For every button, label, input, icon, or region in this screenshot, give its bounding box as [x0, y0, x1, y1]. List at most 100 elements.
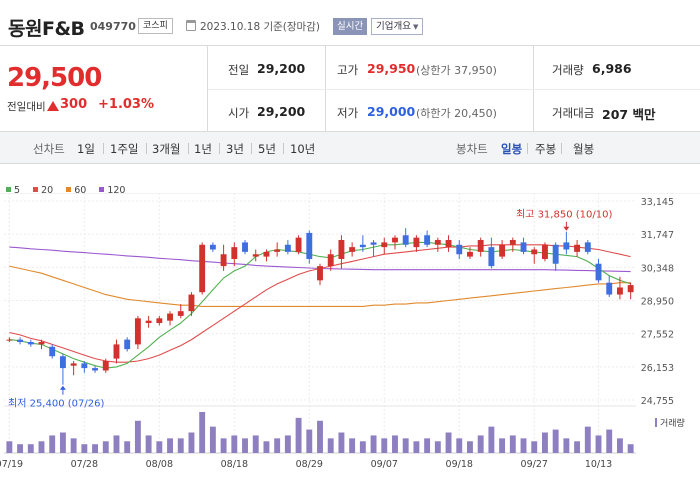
volume-legend-label: 거래량 — [660, 419, 685, 429]
price-chart[interactable]: 33,145 31,747 30,348 28,950 27,552 26,153 24,7… — [0, 193, 700, 490]
low-value: 29,000 — [367, 104, 416, 119]
company-info-label: 기업개요 — [376, 21, 411, 32]
candle-body — [59, 356, 66, 369]
x-tick-label: 08/08 — [146, 459, 173, 470]
candle-body — [488, 247, 495, 267]
volume-bar — [531, 441, 538, 453]
date-text: 2023.10.18 기준(장마감) — [200, 21, 320, 33]
stock-code: 049770 — [90, 20, 136, 33]
tab-monthly[interactable]: 월봉 — [573, 142, 595, 156]
candle-body — [542, 244, 548, 259]
volume-bar — [295, 417, 302, 453]
ma-legend: 5 20 60 120 — [6, 185, 135, 196]
divider — [219, 143, 220, 154]
legend-swatch — [66, 187, 72, 192]
candle-body — [177, 311, 184, 316]
y-tick-label: 31,747 — [641, 230, 674, 241]
volume-bar — [509, 435, 516, 453]
volume-bar — [574, 441, 581, 453]
candle-body — [295, 237, 302, 252]
x-tick-label: 10/13 — [585, 459, 612, 470]
volume-bar — [306, 429, 313, 453]
realtime-button[interactable]: 실시간 — [333, 18, 368, 35]
volume-bar — [199, 412, 206, 453]
market-badge: 코스피 — [138, 18, 173, 34]
volume-bar — [177, 438, 184, 453]
high-label: 고가 — [337, 63, 359, 77]
legend-swatch — [655, 418, 657, 427]
candle-body — [124, 339, 131, 350]
low-label: 저가 — [337, 106, 359, 120]
chart-tab-bar: 선차트 1일 1주일 3개월 1년 3년 5년 10년 봉차트 일봉 주봉 월봉 — [0, 132, 700, 164]
x-tick-label: 07/28 — [71, 459, 98, 470]
tab-weekly[interactable]: 주봉 — [535, 142, 557, 156]
volume-bar — [124, 441, 131, 453]
legend-label: 120 — [107, 185, 126, 196]
change-value: 300 — [60, 97, 88, 112]
volume-bar — [27, 444, 34, 453]
candle-body — [381, 242, 388, 248]
volume-bar — [188, 432, 195, 453]
volume-bar — [563, 438, 570, 453]
volume-bar — [284, 435, 291, 453]
divider — [251, 143, 252, 154]
candle-body — [370, 242, 377, 245]
x-tick-label: 08/29 — [296, 459, 323, 470]
volume-legend: 거래량 — [655, 416, 685, 429]
tab-1week[interactable]: 1주일 — [110, 142, 139, 156]
candle-body — [595, 263, 602, 281]
legend-item-ma120: 120 — [99, 185, 125, 196]
y-tick-label: 28,950 — [641, 297, 674, 308]
candle-body — [252, 254, 259, 257]
company-info-dropdown[interactable]: 기업개요 ▼ — [371, 18, 424, 35]
tab-5years[interactable]: 5년 — [258, 142, 276, 156]
tab-1year[interactable]: 1년 — [194, 142, 212, 156]
volume-bar — [92, 444, 98, 453]
tab-daily[interactable]: 일봉 — [501, 142, 523, 156]
candle-body — [274, 249, 281, 252]
candle-body — [70, 363, 77, 366]
ma-line-5 — [9, 241, 631, 369]
volume-bar — [467, 441, 473, 453]
x-tick-label: 09/18 — [446, 459, 473, 470]
candle-body — [338, 240, 345, 259]
legend-item-ma20: 20 — [33, 185, 53, 196]
current-price: 29,500 — [7, 63, 102, 93]
tab-1day[interactable]: 1일 — [77, 142, 95, 156]
tab-candle-chart[interactable]: 봉차트 — [456, 142, 488, 156]
volume-bar — [616, 438, 623, 453]
volume-bar — [327, 438, 334, 453]
high-value: 29,950 — [367, 61, 416, 76]
candle-body — [563, 242, 570, 250]
divider — [103, 143, 104, 154]
candle-body — [584, 242, 591, 252]
candle-body — [284, 244, 291, 252]
low-annotation: 최저 25,400 (07/26) — [8, 398, 104, 410]
tab-3months[interactable]: 3개월 — [152, 142, 181, 156]
divider — [146, 143, 147, 154]
candle-body — [188, 294, 195, 312]
y-tick-label: 33,145 — [641, 197, 674, 208]
volume-bar — [359, 441, 366, 453]
volume-bar — [606, 429, 613, 453]
candle-body — [6, 339, 13, 341]
candle-body — [445, 240, 452, 248]
volume-bar — [145, 435, 152, 453]
x-tick-label: 07/19 — [0, 459, 23, 470]
volume-bar — [231, 435, 238, 453]
candle-body — [349, 247, 356, 252]
tab-line-chart[interactable]: 선차트 — [33, 142, 65, 156]
candle-body — [242, 242, 248, 252]
upper-limit: (상한가 37,950) — [416, 64, 497, 77]
volume-bar — [392, 435, 398, 453]
candle-body — [263, 251, 270, 257]
prev-close-value: 29,200 — [257, 61, 306, 76]
candle-body — [392, 237, 398, 243]
tab-3years[interactable]: 3년 — [226, 142, 244, 156]
candle-body — [456, 244, 463, 255]
tab-10years[interactable]: 10년 — [290, 142, 316, 156]
legend-label: 5 — [14, 185, 21, 196]
amount-label: 거래대금 — [552, 106, 595, 120]
y-tick-label: 27,552 — [641, 330, 674, 341]
price-box: 29,500 전일대비 300 +1.03% — [0, 46, 208, 132]
